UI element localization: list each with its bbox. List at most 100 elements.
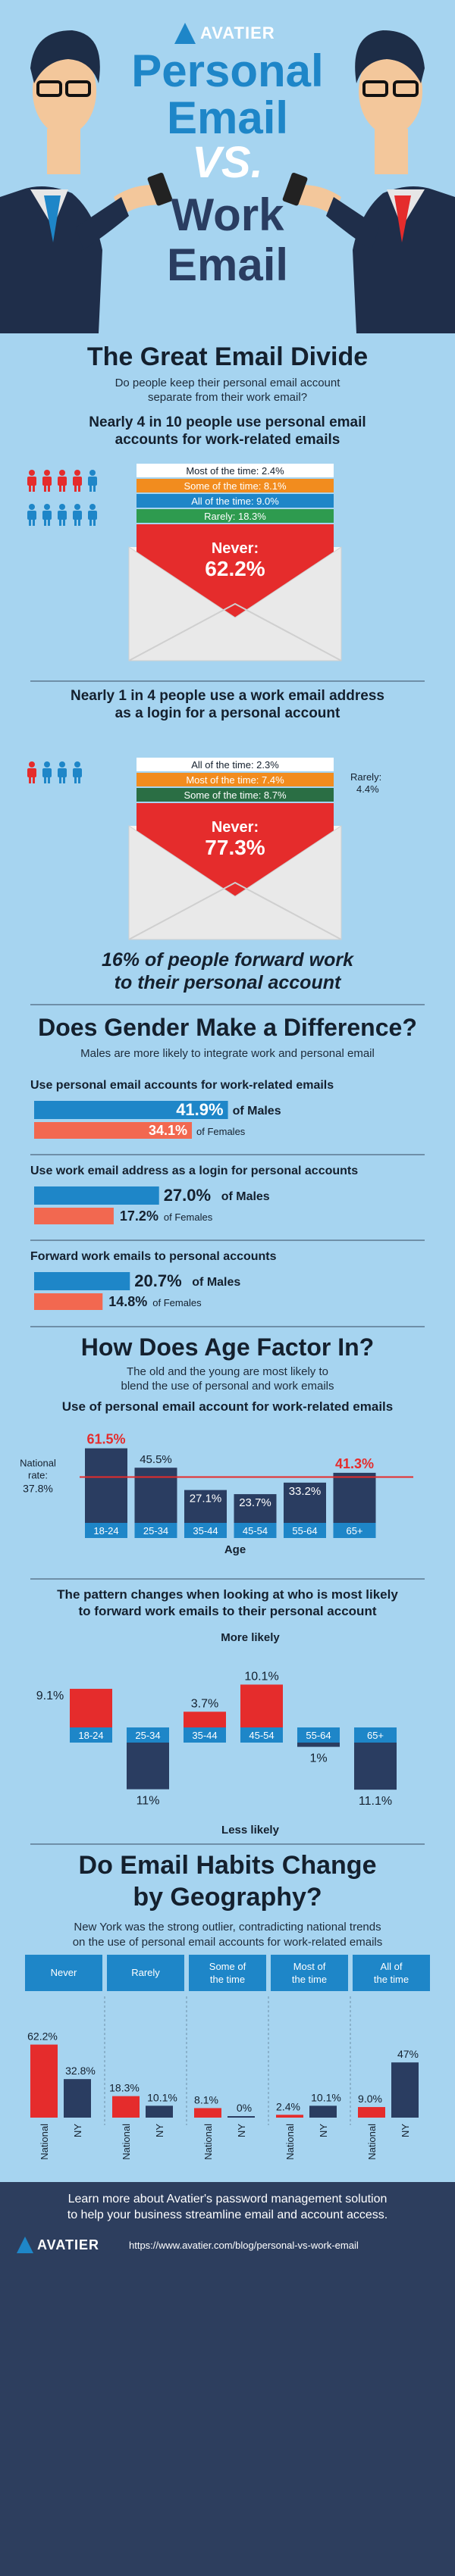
footer-text-2: to help your business streamline email a… xyxy=(67,2209,388,2221)
age2-tick-label: 35-44 xyxy=(192,1730,217,1741)
bar-females-label: 17.2% xyxy=(120,1208,158,1224)
geo-category-box xyxy=(25,1955,102,1991)
geo-heading-1: Do Email Habits Change xyxy=(0,1851,455,1880)
age-chart2-title-1: The pattern changes when looking at who … xyxy=(57,1587,398,1602)
geo-heading-2-text: by Geography? xyxy=(133,1883,322,1912)
age-intro-2: blend the use of personal and work email… xyxy=(121,1380,334,1393)
age-heading: How Does Age Factor In? xyxy=(0,1333,455,1361)
geo-series-label: National xyxy=(121,2124,132,2160)
geo-category-label: the time xyxy=(210,1974,245,1985)
footer-text-1: Learn more about Avatier's password mana… xyxy=(67,2193,388,2206)
age-tick-box xyxy=(234,1523,277,1538)
age2-bar-label: 11.1% xyxy=(359,1795,392,1808)
age-bar-label: 27.1% xyxy=(190,1493,222,1505)
geo-series-label: National xyxy=(202,2124,214,2160)
person-icon xyxy=(42,504,52,526)
gender-heading-text: Does Gender Make a Difference? xyxy=(38,1014,417,1041)
age-bar-label: 41.3% xyxy=(335,1456,374,1471)
people-icons-2 xyxy=(27,761,82,783)
bar-females-label: 14.8% xyxy=(108,1294,147,1309)
stat2-line-1: Nearly 1 in 4 people use a work email ad… xyxy=(71,688,384,704)
geo-bar-national xyxy=(194,2108,221,2118)
person-icon xyxy=(27,761,36,783)
person-body xyxy=(88,477,97,486)
age2-bar-positive xyxy=(184,1712,226,1727)
person-head xyxy=(74,470,80,476)
person-leg xyxy=(74,485,77,492)
bar-females-suffix: of Females xyxy=(152,1297,202,1308)
national-label-1: National xyxy=(20,1458,56,1469)
age-tick-box xyxy=(284,1523,326,1538)
title-email-1: Email xyxy=(166,92,289,143)
bar-females xyxy=(34,1208,114,1224)
geo-bar-label: 0% xyxy=(237,2102,252,2114)
age2-tick-label: 45-54 xyxy=(249,1730,274,1741)
person-leg xyxy=(63,485,65,492)
gender-chart: Use personal email accounts for work-rel… xyxy=(30,1079,425,1310)
age-tick-label: 45-54 xyxy=(243,1525,268,1537)
geo-bar-national xyxy=(358,2107,385,2118)
segment-label: All of the time: 9.0% xyxy=(191,496,279,507)
person-body xyxy=(27,511,36,520)
header-illustration xyxy=(0,30,455,333)
geo-bar-label: 18.3% xyxy=(109,2082,140,2094)
geo-category-label: Rarely xyxy=(131,1967,160,1978)
person-leg xyxy=(29,485,31,492)
geo-series-label: National xyxy=(366,2124,378,2160)
person-head xyxy=(89,470,96,476)
person-body xyxy=(88,511,97,520)
divide-heading-text: The Great Email Divide xyxy=(86,342,369,371)
divider-3 xyxy=(30,1326,425,1327)
geo-category-label: the time xyxy=(374,1974,409,1985)
person-leg xyxy=(63,777,65,783)
less-likely-label: Less likely xyxy=(221,1824,280,1837)
person-head xyxy=(59,470,65,476)
person-icon xyxy=(58,761,67,783)
forward-line-2: to their personal account xyxy=(114,972,341,993)
person-head xyxy=(29,761,35,767)
bar-females xyxy=(34,1122,193,1139)
gender-group-title: Use work email address as a login for pe… xyxy=(30,1165,358,1177)
person-leg xyxy=(29,519,31,526)
more-likely-label: More likely xyxy=(221,1631,280,1644)
age2-tick-label: 65+ xyxy=(367,1730,384,1741)
left-person-illustration xyxy=(0,30,173,333)
geo-bar-national xyxy=(30,2044,58,2118)
age2-bar-label: 3.7% xyxy=(191,1697,218,1710)
age-tick-box xyxy=(184,1523,227,1538)
gender-divider xyxy=(30,1154,425,1155)
divide-intro-1: Do people keep their personal email acco… xyxy=(115,377,340,389)
person-leg xyxy=(74,777,77,783)
geo-bar-ny xyxy=(64,2079,91,2118)
age-tick-label: 55-64 xyxy=(292,1525,317,1537)
age-tick-label: 18-24 xyxy=(93,1525,118,1537)
title-work: Work xyxy=(171,189,284,240)
person-icon xyxy=(73,470,82,492)
bar-males-suffix: of Males xyxy=(221,1190,270,1203)
geo-bar-national xyxy=(112,2096,140,2118)
age-personal-chart: 61.5% 18-24 45.5% 25-34 27.1% 35-44 23.7% 45-54… xyxy=(20,1432,413,1556)
age2-bar-label: 10.1% xyxy=(244,1670,278,1683)
person-leg xyxy=(48,777,50,783)
person-body xyxy=(58,511,67,520)
age2-bar-negative xyxy=(297,1743,340,1747)
person-icon xyxy=(27,470,36,492)
age2-tick-box xyxy=(70,1727,112,1743)
person-icon xyxy=(42,470,52,492)
footer-url[interactable]: https://www.avatier.com/blog/personal-vs… xyxy=(129,2240,359,2251)
person-body xyxy=(73,768,82,777)
stacked-bar-personal-for-work: Most of the time: 2.4% Some of the time: … xyxy=(128,464,342,661)
footer-logo-text: AVATIER xyxy=(37,2237,99,2252)
title-vs: VS. xyxy=(192,138,263,187)
person-head xyxy=(44,761,50,767)
divide-heading: The Great Email Divide xyxy=(0,342,455,372)
gender-group-title: Forward work emails to personal accounts xyxy=(30,1250,277,1263)
person-leg xyxy=(63,519,65,526)
person-leg xyxy=(44,519,46,526)
geo-bar-label: 47% xyxy=(397,2048,419,2060)
age-tick-label: 35-44 xyxy=(193,1525,218,1537)
geo-bar-label: 10.1% xyxy=(147,2091,177,2103)
person-leg xyxy=(74,519,77,526)
age2-tick-box xyxy=(240,1727,283,1743)
title-email-2: Email xyxy=(166,239,289,290)
